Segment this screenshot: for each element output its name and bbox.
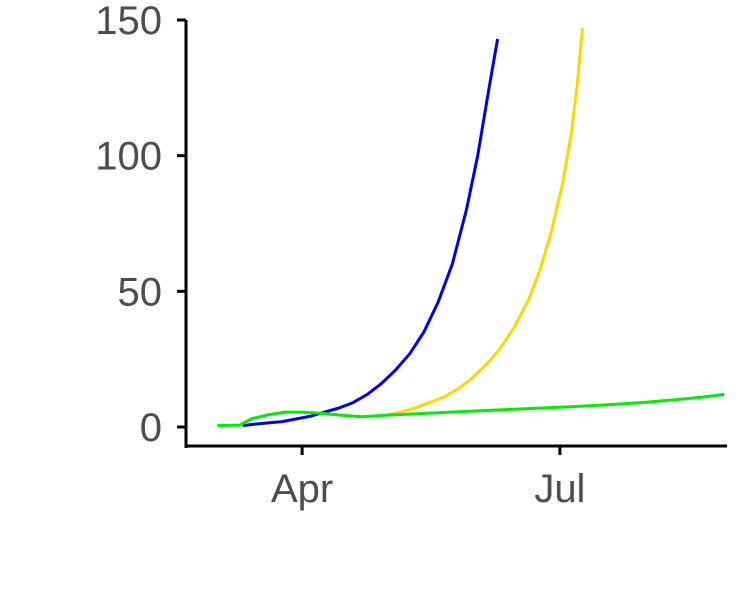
series-line-3	[217, 392, 725, 428]
y-tick-label: 100	[95, 135, 162, 179]
x-tick-label: Apr	[271, 467, 333, 511]
x-axis-ticks: Apr Jul	[271, 446, 585, 511]
series-line-1	[242, 38, 500, 428]
axis-layer	[184, 20, 727, 448]
y-tick-label: 150	[95, 0, 162, 43]
y-tick-label: 0	[140, 406, 162, 450]
y-axis-ticks: 0 50 100 150	[95, 0, 186, 450]
series-line-2	[386, 27, 584, 417]
x-tick-label: Jul	[534, 467, 585, 511]
y-tick-label: 50	[118, 270, 163, 314]
series-layer	[217, 27, 725, 428]
